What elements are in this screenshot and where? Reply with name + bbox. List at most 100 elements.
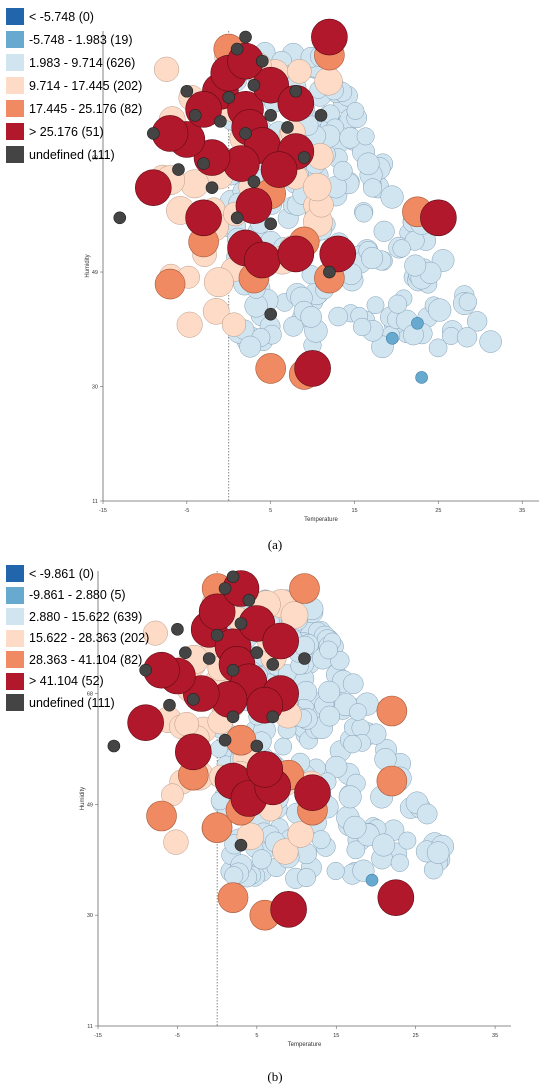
data-point: [202, 652, 216, 665]
data-point: [311, 18, 348, 56]
legend-label: -9.861 - 2.880 (5): [29, 588, 126, 603]
data-point: [420, 199, 457, 237]
legend-item: 17.445 - 25.176 (82): [6, 97, 142, 120]
legend-b: < -9.861 (0) -9.861 - 2.880 (5) 2.880 - …: [6, 563, 149, 714]
legend-label: 17.445 - 25.176 (82): [29, 101, 143, 116]
chart-panel-a: -15 -5 5 15 25 35 11 30 49 68 Temperature Humidity …: [0, 0, 550, 530]
data-point: [311, 830, 331, 850]
legend-swatch: [6, 586, 24, 604]
data-point: [264, 307, 277, 321]
data-point: [203, 267, 234, 298]
data-point: [266, 658, 280, 671]
y-axis-title: Humidity: [85, 254, 91, 277]
data-point: [179, 646, 192, 659]
data-point: [239, 30, 252, 44]
data-point: [297, 151, 311, 164]
x-tick-label: 5: [255, 1033, 258, 1039]
x-tick-label: 5: [269, 508, 272, 514]
data-point: [300, 306, 322, 328]
legend-label: undefined (111): [29, 695, 115, 710]
data-point: [343, 815, 367, 839]
legend-swatch: [6, 629, 24, 647]
data-point: [247, 175, 261, 188]
y-tick-label: 30: [92, 385, 98, 391]
x-tick-label: -5: [184, 508, 189, 514]
data-point: [342, 673, 364, 695]
data-point: [272, 838, 299, 865]
legend-swatch: [6, 565, 24, 583]
legend-a: < -5.748 (0) -5.748 - 1.983 (19) 1.983 -…: [6, 5, 142, 166]
data-point: [365, 873, 379, 887]
data-point: [210, 628, 224, 642]
legend-label: 9.714 - 17.445 (202): [29, 78, 143, 93]
data-point: [180, 84, 194, 98]
data-point: [298, 652, 311, 665]
data-point: [234, 617, 248, 630]
data-point: [127, 704, 164, 741]
y-tick-label: 49: [92, 270, 98, 276]
data-point: [323, 265, 336, 279]
data-point: [230, 42, 244, 56]
data-point: [187, 693, 200, 706]
legend-item: > 25.176 (51): [6, 120, 142, 143]
data-point: [289, 573, 320, 604]
data-point: [113, 211, 127, 225]
data-point: [356, 127, 375, 146]
legend-label: < -9.861 (0): [29, 566, 94, 581]
x-tick-label: 15: [333, 1033, 339, 1039]
data-point: [222, 90, 236, 104]
data-point: [346, 840, 366, 860]
data-point: [251, 849, 272, 870]
data-point: [250, 739, 264, 753]
legend-swatch: [6, 651, 24, 669]
y-axis-title: Humidity: [80, 787, 86, 810]
data-point: [356, 152, 380, 176]
data-point: [214, 115, 227, 128]
data-point: [217, 882, 249, 913]
y-tick-label: 30: [87, 913, 93, 919]
legend-item: undefined (111): [6, 143, 142, 166]
x-tick-label: 25: [413, 1033, 419, 1039]
data-point: [372, 833, 396, 857]
data-point: [239, 335, 262, 358]
data-point: [247, 78, 261, 92]
caption-b: (b): [267, 1069, 283, 1084]
data-point: [294, 350, 331, 387]
data-point: [294, 774, 331, 811]
data-point: [174, 711, 199, 737]
x-tick-label: -15: [99, 508, 107, 514]
data-point: [153, 56, 180, 82]
data-point: [221, 312, 247, 337]
legend-label: undefined (111): [29, 147, 115, 162]
x-tick-label: -5: [175, 1033, 180, 1039]
data-point: [317, 680, 341, 703]
legend-swatch: [6, 54, 24, 71]
x-tick-label: 15: [351, 508, 357, 514]
data-point: [479, 330, 502, 353]
data-point: [147, 127, 160, 140]
data-point: [176, 311, 203, 338]
legend-swatch: [6, 146, 24, 163]
data-point: [314, 109, 328, 122]
data-point: [415, 371, 428, 384]
x-tick-label: -15: [94, 1033, 102, 1039]
data-point: [281, 121, 294, 134]
data-point: [171, 623, 184, 636]
data-point: [239, 127, 252, 140]
data-point: [226, 663, 240, 677]
data-point: [426, 841, 450, 864]
data-point: [296, 868, 316, 888]
data-point: [185, 199, 222, 237]
data-point: [234, 838, 248, 852]
data-point: [338, 785, 362, 809]
data-point: [255, 353, 286, 384]
x-tick-label: 25: [435, 508, 441, 514]
legend-item: 28.363 - 41.104 (82): [6, 649, 149, 671]
data-point: [328, 306, 348, 327]
data-point: [274, 737, 293, 756]
legend-label: -5.748 - 1.983 (19): [29, 32, 133, 47]
legend-label: 15.622 - 28.363 (202): [29, 631, 150, 646]
data-point: [388, 294, 408, 314]
data-point: [319, 235, 357, 273]
data-point: [346, 102, 365, 120]
